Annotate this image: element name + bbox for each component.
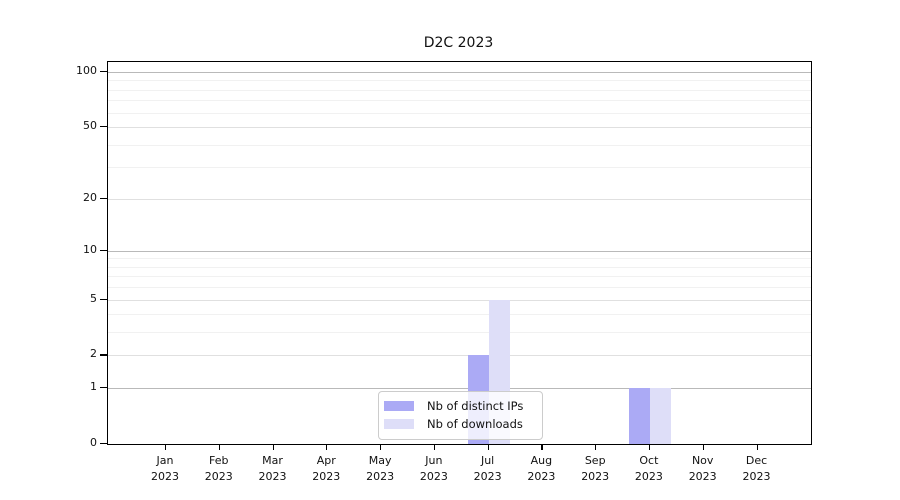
gridline-y-4 (108, 314, 811, 316)
x-tick-year: 2023 (419, 470, 448, 483)
x-tick-year: 2023 (742, 470, 771, 483)
x-tick-label-jan: Jan 2023 (137, 453, 193, 485)
x-tick-label-may: May 2023 (352, 453, 408, 485)
gridline-y-1 (108, 388, 811, 390)
y-tick-label-10: 10 (83, 242, 97, 256)
x-tick-month: Dec (745, 454, 768, 467)
gridline-y-7 (108, 276, 811, 278)
x-tick-year: 2023 (634, 470, 663, 483)
x-tick-label-jul: Jul 2023 (460, 453, 516, 485)
x-tick-month: Jun (425, 454, 443, 467)
x-tick-oct (648, 444, 651, 450)
x-tick-year: 2023 (473, 470, 502, 483)
y-tick-1 (100, 387, 107, 389)
x-tick-year: 2023 (688, 470, 717, 483)
x-tick-label-mar: Mar 2023 (245, 453, 301, 485)
gridline-y-30 (108, 167, 811, 169)
y-tick-label-100: 100 (76, 64, 97, 77)
y-tick-5 (100, 298, 107, 300)
x-tick-jan (165, 444, 167, 450)
x-tick-month: Sep (584, 454, 606, 467)
x-tick-label-oct: Oct 2023 (621, 453, 677, 485)
y-tick-label-5: 5 (90, 291, 97, 305)
legend-swatch-distinct-ips (384, 401, 414, 411)
x-tick-month: Apr (316, 454, 336, 467)
x-tick-month: Nov (691, 454, 714, 467)
y-tick-label-2: 2 (90, 347, 97, 361)
x-tick-year: 2023 (151, 470, 179, 483)
x-tick-year: 2023 (204, 470, 233, 483)
legend-item-downloads: Nb of downloads (384, 415, 534, 433)
legend: Nb of distinct IPs Nb of downloads (378, 391, 543, 440)
y-tick-100 (100, 71, 107, 73)
y-tick-label-1: 1 (90, 380, 97, 394)
x-tick-nov (702, 444, 704, 450)
x-tick-label-sep: Sep 2023 (567, 453, 623, 485)
gridline-y-8 (108, 266, 811, 268)
bar-oct-distinct-ips (628, 388, 650, 444)
legend-swatch-downloads (384, 419, 414, 429)
gridline-y-2 (108, 355, 811, 357)
x-tick-jul (487, 444, 489, 450)
gridline-y-60 (108, 112, 811, 114)
gridline-y-80 (108, 89, 811, 91)
x-tick-sep (595, 444, 597, 450)
gridline-y-20 (108, 198, 811, 200)
x-tick-apr (326, 444, 328, 450)
gridline-y-6 (108, 287, 811, 289)
x-tick-may (380, 444, 382, 450)
x-tick-month: Feb (209, 454, 229, 467)
x-tick-month: Jul (480, 454, 495, 467)
x-tick-label-feb: Feb 2023 (191, 453, 247, 485)
x-tick-year: 2023 (581, 470, 610, 483)
x-tick-label-nov: Nov 2023 (675, 453, 731, 485)
y-tick-label-20: 20 (83, 190, 97, 204)
x-tick-label-aug: Aug 2023 (513, 453, 569, 485)
gridline-y-5 (108, 299, 811, 301)
x-tick-month: Aug (530, 454, 553, 467)
x-tick-year: 2023 (312, 470, 341, 483)
y-tick-2 (100, 354, 107, 356)
y-tick-0 (100, 443, 107, 445)
y-tick-label-0: 0 (90, 436, 97, 449)
y-tick-10 (100, 249, 107, 251)
x-tick-mar (272, 444, 274, 450)
y-tick-label-50: 50 (83, 119, 97, 133)
x-tick-month: Mar (262, 454, 283, 467)
y-tick-50 (100, 126, 107, 128)
x-tick-aug (541, 444, 543, 450)
gridline-y-90 (108, 80, 811, 82)
legend-label: Nb of downloads (427, 417, 523, 431)
plot-area: Nb of distinct IPs Nb of downloads (107, 61, 812, 445)
y-tick-20 (100, 197, 107, 199)
x-tick-label-dec: Dec 2023 (729, 453, 785, 485)
gridline-y-40 (108, 144, 811, 146)
bar-oct-downloads (649, 388, 671, 444)
x-tick-year: 2023 (258, 470, 287, 483)
x-tick-month: May (368, 454, 392, 467)
legend-item-distinct-ips: Nb of distinct IPs (384, 397, 534, 415)
x-tick-jun (433, 444, 436, 450)
gridline-y-100 (108, 72, 811, 73)
chart-title: D2C 2023 (423, 35, 494, 51)
x-tick-month: Oct (639, 454, 659, 467)
gridline-y-50 (108, 127, 811, 129)
x-tick-label-apr: Apr 2023 (298, 453, 354, 485)
x-tick-year: 2023 (366, 470, 395, 483)
legend-label: Nb of distinct IPs (427, 399, 524, 413)
gridline-y-9 (108, 258, 811, 260)
x-tick-month: Jan (156, 454, 174, 467)
gridline-y-70 (108, 100, 811, 102)
x-tick-feb (218, 444, 220, 450)
gridline-y-3 (108, 332, 811, 334)
x-tick-label-jun: Jun 2023 (406, 453, 462, 485)
x-tick-dec (756, 444, 758, 450)
gridline-y-10 (108, 250, 811, 252)
x-tick-year: 2023 (527, 470, 556, 483)
